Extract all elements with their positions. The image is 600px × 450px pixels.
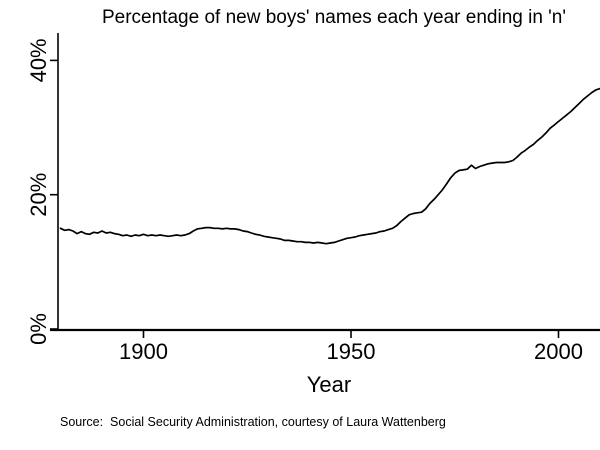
- x-axis-title: Year: [307, 372, 351, 397]
- source-note: Source: Social Security Administration, …: [60, 415, 446, 429]
- chart-title: Percentage of new boys' names each year …: [102, 7, 566, 28]
- x-tick-label-2000: 2000: [534, 339, 583, 364]
- y-tick-label-20: 20%: [26, 173, 51, 217]
- y-tick-label-40: 40%: [26, 38, 51, 82]
- data-series-line: [59, 87, 600, 245]
- y-tick-label-0: 0%: [26, 313, 51, 345]
- x-tick-label-1900: 1900: [119, 339, 168, 364]
- x-tick-label-1950: 1950: [327, 339, 376, 364]
